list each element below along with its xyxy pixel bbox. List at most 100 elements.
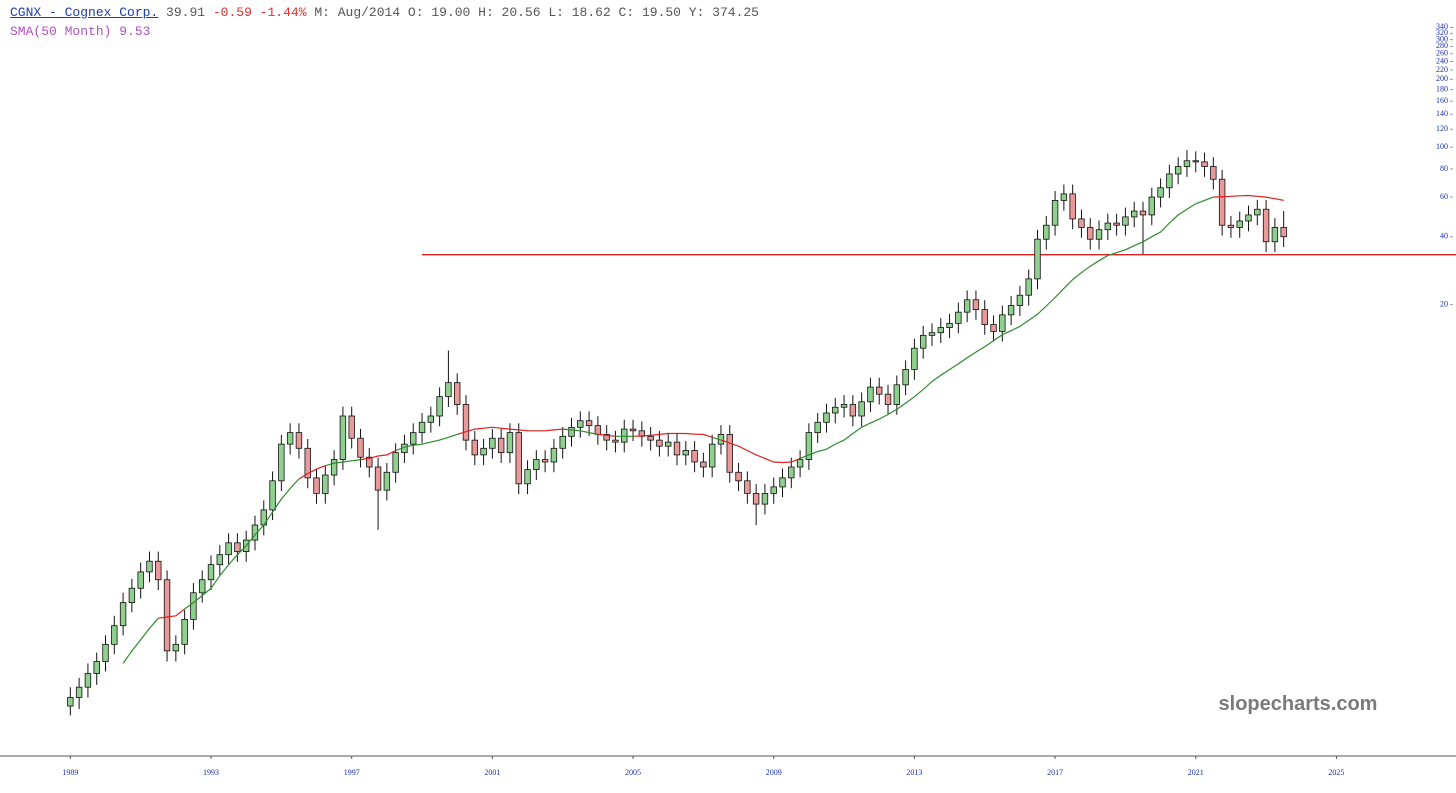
y-tick-label: 20 [1440,299,1448,308]
candle-body [779,477,786,488]
candle-body [1245,214,1252,222]
candle-body [647,435,654,441]
candle-body [119,602,127,627]
candle-body [577,420,584,428]
candle-body [1113,222,1120,226]
candle-body [708,443,716,468]
sma-line [360,449,396,461]
candle-body [234,542,241,553]
candle-body [1060,193,1068,201]
candle-body [1236,220,1243,228]
header: CGNX - Cognex Corp. 39.91 -0.59 -1.44% M… [10,3,759,41]
sma-line [720,439,801,464]
candle-body [1210,166,1217,180]
candle-body [436,396,443,417]
candle-body [682,450,689,456]
y-tick-label: 60 [1440,192,1448,201]
candle-body [524,469,531,485]
x-tick-label: 2001 [484,768,500,777]
candle-body [155,560,162,581]
candle-body [840,404,848,408]
candle-body [410,432,417,445]
candle-body [313,477,320,494]
candle-body [1218,178,1226,226]
sma-line [799,196,1214,459]
candle-body [1262,208,1270,243]
candle-body [1087,227,1094,240]
candle-body [1192,160,1199,163]
sma-line [457,426,563,435]
candle-body [744,480,751,494]
candle-body [1043,224,1050,240]
candle-body [137,571,144,589]
x-tick-label: 2021 [1188,768,1204,777]
candle-body [533,459,540,470]
candle-body [1166,173,1173,189]
candle-body [339,415,347,460]
candle-body [867,386,874,403]
candle-body [1007,305,1015,316]
candle-body [366,456,373,468]
candle-body [1280,227,1287,238]
candle-body [102,643,109,662]
candle-body [937,327,944,334]
ticker-link[interactable]: CGNX - Cognex Corp. [10,5,159,20]
candle-body [858,401,865,417]
x-tick-label: 1989 [62,768,78,777]
candle-body [374,466,382,491]
candle-body [146,560,153,573]
candle-body [111,625,118,645]
candle-body [286,432,294,445]
candle-body [1051,200,1059,226]
price-change: -0.59 -1.44% [212,5,307,20]
candle-body [893,384,901,405]
candle-body [752,493,760,505]
candle-body [471,439,478,456]
candle-body [726,434,733,473]
candle-body [1271,227,1279,243]
candle-body [93,661,100,674]
y-tick-label: 280 [1436,41,1448,50]
candle-body [541,459,549,463]
candle-body [876,386,883,395]
candle-body [603,434,610,441]
candle-body [629,428,637,432]
candle-body [480,447,487,456]
candle-body [1139,210,1147,216]
candle-body [128,587,136,603]
candle-body [304,447,311,479]
candle-body [330,459,338,476]
candle-body [796,459,804,468]
candle-body [919,334,927,349]
candle-body [348,415,355,439]
candle-body [665,441,672,447]
candle-body [770,486,777,494]
candle-body [1025,278,1032,296]
candle-body [990,324,997,332]
candle-body [911,347,918,370]
candle-body [489,437,496,449]
candle-body [1227,224,1235,228]
candle-body [814,421,821,434]
y-tick-label: 300 [1436,34,1448,43]
candle-body [955,311,962,324]
candle-body [1174,166,1182,175]
y-tick-label: 240 [1436,56,1448,65]
candle-body [981,309,988,325]
sma-label: SMA(50 Month) 9.53 [10,24,151,39]
candle-body [761,493,769,505]
y-tick-label: 340 [1436,22,1448,31]
y-tick-label: 100 [1436,142,1448,151]
x-tick-label: 2009 [766,768,782,777]
candle-body [884,393,892,405]
candle-body [172,643,180,652]
candle-body [1254,208,1261,216]
candle-body [67,697,74,707]
candle-body [568,426,575,437]
candle-body [418,421,426,434]
candle-body [1131,210,1138,218]
candle-body [700,461,707,468]
x-tick-label: 1993 [203,768,219,777]
x-tick-label: 1997 [344,768,360,777]
x-tick-label: 2017 [1047,768,1063,777]
